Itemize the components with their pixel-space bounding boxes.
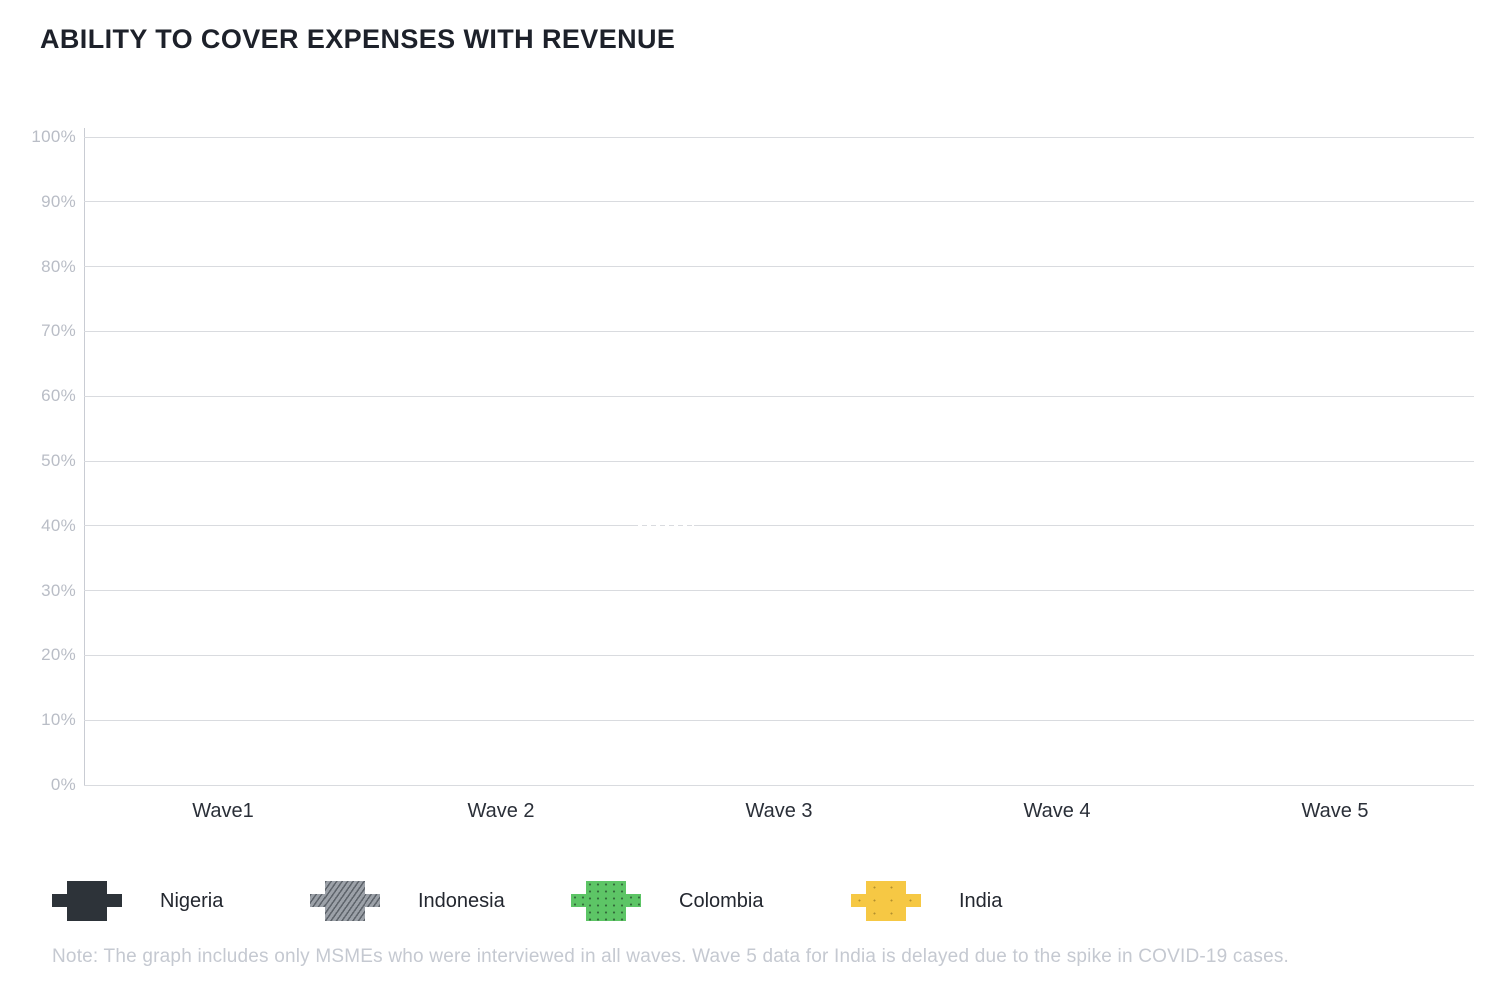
legend-marker-square	[325, 881, 365, 921]
gridline	[84, 330, 1474, 332]
x-tick-label: Wave 4	[1023, 800, 1091, 822]
chart-title: ABILITY TO COVER EXPENSES WITH REVENUE	[40, 24, 676, 54]
legend-label: Nigeria	[160, 889, 224, 912]
legend-item-indonesia: Indonesia	[310, 881, 505, 921]
y-tick-label: 60%	[41, 386, 76, 406]
legend-marker-nigeria-icon	[52, 881, 122, 921]
gridline	[84, 654, 1474, 656]
y-tick-label: 70%	[41, 321, 76, 341]
y-tick-label: 30%	[41, 580, 76, 600]
legend-marker-square	[586, 881, 626, 921]
footnote: Note: The graph includes only MSMEs who …	[52, 946, 1290, 967]
gridline	[84, 136, 1474, 138]
x-tick-label: Wave 5	[1301, 800, 1369, 822]
gridline	[84, 395, 1474, 397]
y-tick-label: 100%	[31, 127, 76, 146]
legend-marker-india-icon	[851, 881, 921, 921]
gridline	[84, 590, 1474, 592]
gridline	[84, 719, 1474, 721]
gridline	[84, 784, 1474, 786]
legend-label: Indonesia	[418, 889, 505, 912]
x-tick-label: Wave 3	[745, 800, 813, 822]
y-tick-label: 0%	[50, 775, 76, 794]
legend-label: India	[959, 889, 1003, 912]
legend-marker-indonesia-icon	[310, 881, 380, 921]
y-tick-label: 20%	[41, 645, 76, 665]
legend-marker-colombia-icon	[571, 881, 641, 921]
legend-item-colombia: Colombia	[571, 881, 763, 921]
legend-marker-square	[67, 881, 107, 921]
gridline-artifact	[638, 523, 694, 527]
y-tick-label: 10%	[41, 710, 76, 730]
y-axis-line	[84, 128, 85, 786]
gridline	[84, 525, 1474, 527]
y-tick-label: 80%	[41, 256, 76, 276]
y-tick-label: 40%	[41, 515, 76, 535]
legend-marker-square	[866, 881, 906, 921]
gridline	[84, 460, 1474, 462]
gridline	[84, 266, 1474, 268]
legend-item-india: India	[851, 881, 1002, 921]
x-tick-label: Wave1	[192, 800, 254, 822]
x-tick-label: Wave 2	[467, 800, 535, 822]
y-tick-label: 90%	[41, 191, 76, 211]
legend-label: Colombia	[679, 889, 764, 912]
gridline	[84, 201, 1474, 203]
y-tick-label: 50%	[41, 451, 76, 470]
legend-item-nigeria: Nigeria	[52, 881, 223, 921]
